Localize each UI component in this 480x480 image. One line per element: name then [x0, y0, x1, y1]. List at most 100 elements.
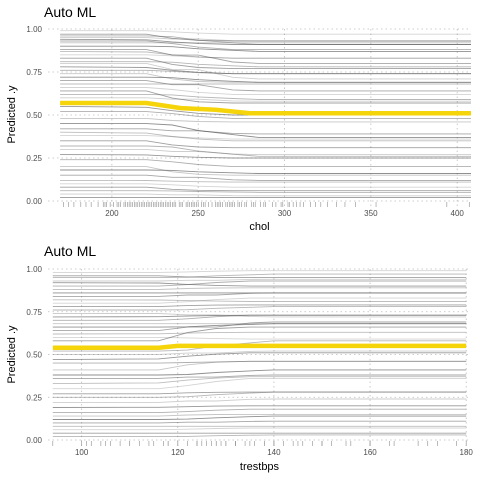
x-tick-label: 180 [460, 448, 474, 457]
ice-line [52, 323, 467, 328]
ice-line [52, 292, 467, 297]
ice-line [60, 131, 471, 142]
y-axis-label: Predicted .y [6, 85, 18, 144]
ice-line [60, 33, 471, 42]
ice-line [60, 169, 471, 174]
ice-line [60, 54, 471, 59]
ice-line [60, 179, 471, 183]
ice-line [60, 190, 471, 193]
ice-line [52, 350, 467, 355]
ice-line [60, 93, 471, 100]
x-axis-label: trestbps [240, 461, 280, 473]
ice-line [52, 331, 467, 335]
ice-line [52, 275, 467, 279]
ice-line [52, 304, 467, 308]
ice-line [52, 360, 467, 364]
ice-line [52, 408, 467, 414]
x-tick-label: 100 [75, 448, 89, 457]
y-tick-label: 1.00 [26, 265, 42, 274]
ice-line [52, 352, 467, 361]
ice-line [60, 61, 471, 68]
ice-line [52, 376, 467, 385]
ice-line [60, 49, 471, 64]
ice-line [52, 391, 467, 395]
ice-line [52, 405, 467, 408]
ice-line [52, 391, 467, 398]
ice-line [52, 297, 467, 304]
ice-line [52, 377, 467, 390]
y-tick-label: 0.25 [26, 393, 42, 402]
ice-line [60, 97, 471, 102]
ice-line [60, 193, 471, 197]
ice-line [52, 369, 467, 376]
ice-line [52, 314, 467, 321]
x-tick-label: 400 [451, 209, 465, 218]
ice-line [60, 66, 471, 75]
ice-line [60, 38, 471, 45]
ice-line [60, 87, 471, 95]
ice-line [60, 148, 471, 156]
ice-line [52, 326, 467, 342]
ice-line [60, 183, 471, 188]
y-tick-label: 0.50 [26, 111, 42, 120]
ice-line [60, 140, 471, 149]
ice-line [52, 306, 467, 311]
ice-line [52, 420, 467, 424]
ice-line [52, 427, 467, 431]
ice-line [52, 398, 467, 403]
chart-title: Auto ML [44, 4, 96, 20]
ice-line [52, 374, 467, 379]
ice-panel-chol: Auto ML chol Predicted .y 0.00 0.25 0.50 0.… [6, 4, 471, 233]
ice-line [52, 299, 467, 302]
y-tick-label: 0.75 [26, 308, 42, 317]
y-tick-label: 1.00 [26, 25, 42, 34]
ice-line [52, 434, 467, 438]
ice-line [60, 186, 471, 192]
ice-line [60, 57, 471, 70]
x-tick-label: 350 [364, 209, 378, 218]
ice-line [60, 128, 471, 135]
ice-panel-trestbps: Auto ML trestbps Predicted .y 0.00 0.25 0.… [6, 243, 473, 473]
x-tick-label: 160 [363, 448, 377, 457]
y-tick-label: 0.25 [26, 154, 42, 163]
ice-line [60, 37, 471, 42]
ice-line [60, 62, 471, 80]
ice-line [52, 280, 467, 287]
y-axis-label: Predicted .y [6, 325, 18, 384]
ice-line [60, 135, 471, 140]
y-tick-label: 0.00 [26, 197, 42, 206]
ice-line [52, 336, 467, 340]
ice-line [52, 273, 467, 279]
ice-line [60, 40, 471, 51]
y-tick-label: 0.00 [26, 436, 42, 445]
ice-line [52, 282, 467, 287]
x-axis-label: chol [249, 221, 269, 233]
x-tick-label: 200 [105, 209, 119, 218]
ice-line [60, 154, 471, 159]
ice-line [52, 278, 467, 282]
ice-line [52, 413, 467, 417]
ice-line [60, 159, 471, 168]
chart-title: Auto ML [44, 243, 96, 259]
ice-line [60, 50, 471, 59]
ice-line [60, 30, 471, 35]
ice-line [60, 90, 471, 104]
ice-line [60, 166, 471, 176]
x-tick-label: 250 [192, 209, 206, 218]
average-line [60, 100, 471, 116]
y-tick-label: 0.50 [26, 351, 42, 360]
ice-line [52, 270, 467, 273]
y-tick-label: 0.75 [26, 68, 42, 77]
ice-line [52, 287, 467, 290]
ice-line [60, 117, 471, 123]
ice-line [52, 415, 467, 420]
ice-line [52, 321, 467, 332]
ice-line [52, 314, 467, 318]
ice-line [60, 76, 471, 83]
average-line [52, 343, 467, 350]
x-tick-label: 300 [278, 209, 292, 218]
ice-line [60, 145, 471, 157]
ice-line [52, 313, 467, 318]
x-tick-label: 140 [267, 448, 281, 457]
